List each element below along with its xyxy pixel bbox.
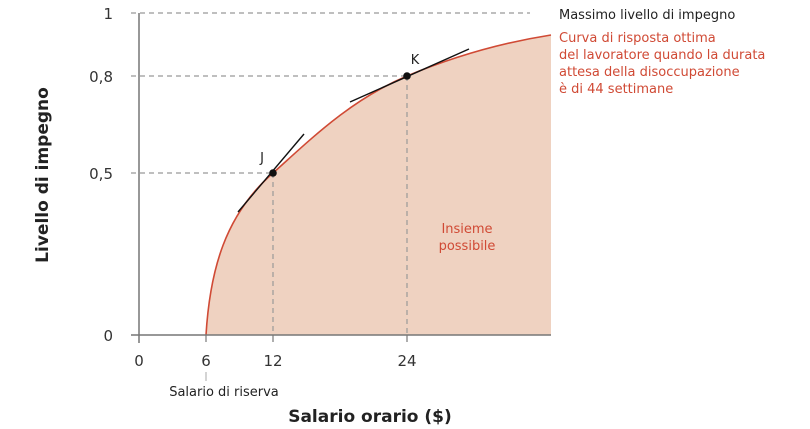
x-tick-12: 12 <box>263 352 282 370</box>
svg-text:Curva di risposta ottima: Curva di risposta ottima <box>559 31 716 46</box>
y-tick-1: 1 <box>103 5 113 23</box>
reservation-wage-label: Salario di riserva <box>169 385 279 400</box>
feasible-set-label-2: possibile <box>439 239 496 254</box>
y-tick-0: 0 <box>103 327 113 345</box>
max-effort-label: Massimo livello di impegno <box>559 8 735 23</box>
svg-text:attesa della disoccupazione: attesa della disoccupazione <box>559 65 740 80</box>
best-response-curve <box>205 34 552 336</box>
y-tick-0-5: 0,5 <box>89 165 113 183</box>
y-tick-0-8: 0,8 <box>89 68 113 86</box>
x-ticks <box>205 335 408 342</box>
svg-text:è di 44 settimane: è di 44 settimane <box>559 82 673 97</box>
curve-annotation: Curva di risposta ottima del lavoratore … <box>559 31 765 97</box>
x-tick-6: 6 <box>201 352 211 370</box>
point-k <box>403 72 411 80</box>
feasible-set-area <box>206 35 551 335</box>
y-axis-title: Livello di impegno <box>33 87 53 263</box>
point-j <box>269 169 277 177</box>
x-tick-24: 24 <box>397 352 416 370</box>
feasible-set-label-1: Insieme <box>441 222 492 237</box>
guide-lines <box>131 12 530 335</box>
svg-text:del lavoratore quando la durat: del lavoratore quando la durata <box>559 48 765 63</box>
label-j: J <box>259 151 264 166</box>
label-k: K <box>411 53 420 68</box>
x-tick-0: 0 <box>134 352 144 370</box>
x-axis-title: Salario orario ($) <box>288 407 452 427</box>
